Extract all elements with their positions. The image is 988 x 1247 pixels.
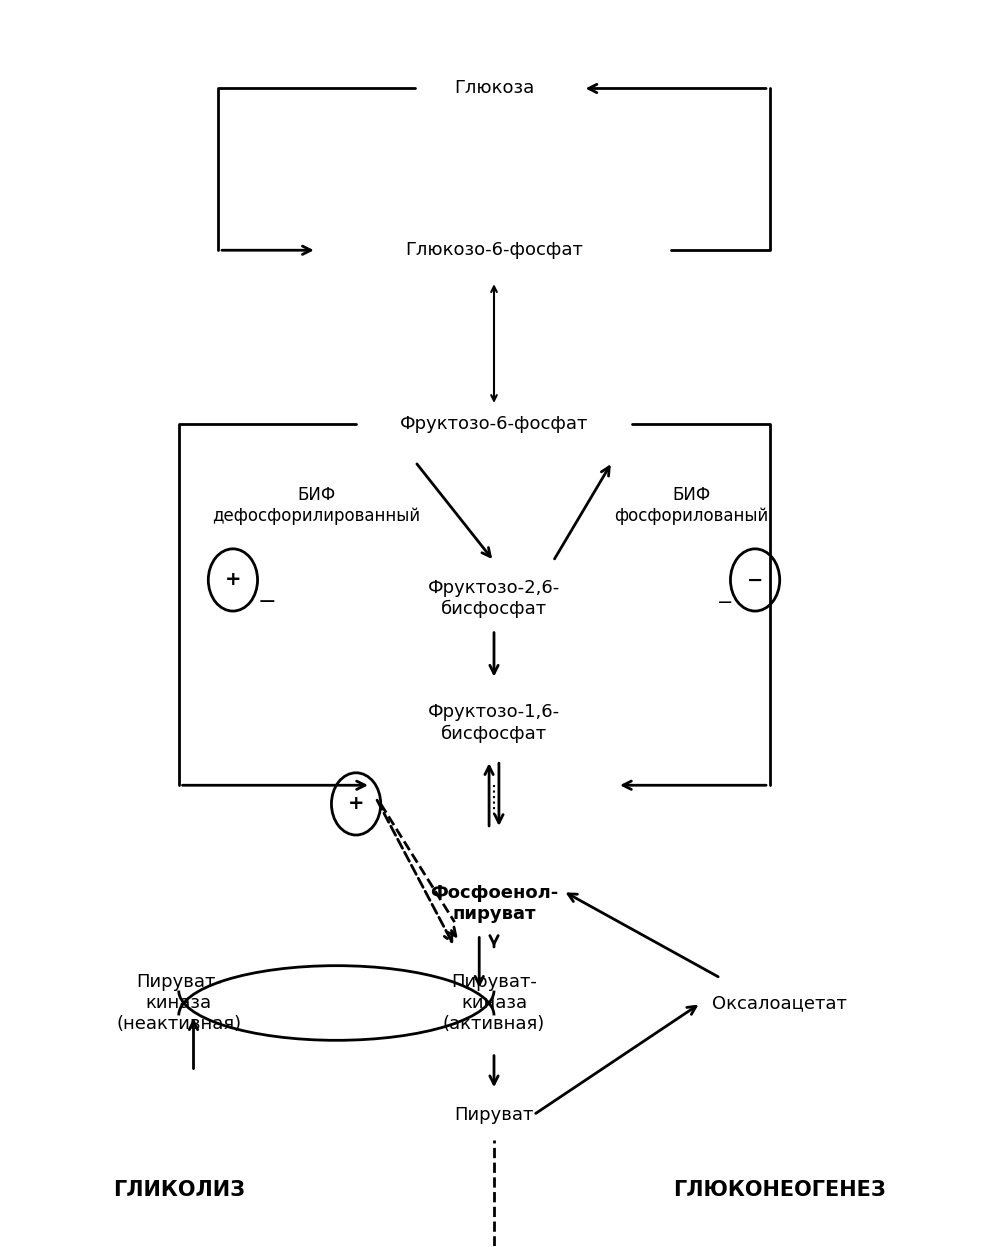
Text: БИФ
фосфорилованый: БИФ фосфорилованый	[614, 486, 768, 525]
Text: −: −	[717, 592, 734, 612]
Text: Пируват-
киназа
(неактивная): Пируват- киназа (неактивная)	[117, 973, 241, 1033]
Text: +: +	[348, 794, 365, 813]
Text: Оксалоацетат: Оксалоацетат	[712, 994, 847, 1013]
Text: ГЛИКОЛИЗ: ГЛИКОЛИЗ	[113, 1180, 245, 1200]
Text: Фруктозо-6-фосфат: Фруктозо-6-фосфат	[400, 415, 588, 434]
Text: −: −	[747, 570, 764, 590]
Text: Пируват-
киназа
(активная): Пируват- киназа (активная)	[443, 973, 545, 1033]
Text: −: −	[258, 592, 277, 612]
Text: Фруктозо-2,6-
бисфосфат: Фруктозо-2,6- бисфосфат	[428, 579, 560, 619]
Text: Фосфоенол-
пируват: Фосфоенол- пируват	[430, 884, 558, 923]
Text: ГЛЮКОНЕОГЕНЕЗ: ГЛЮКОНЕОГЕНЕЗ	[674, 1180, 886, 1200]
Text: Глюкозо-6-фосфат: Глюкозо-6-фосфат	[405, 241, 583, 259]
Text: +: +	[224, 570, 241, 590]
Text: Фруктозо-1,6-
бисфосфат: Фруктозо-1,6- бисфосфат	[428, 703, 560, 742]
Text: Глюкоза: Глюкоза	[453, 80, 535, 97]
Text: Пируват: Пируват	[454, 1106, 534, 1124]
Text: БИФ
дефосфорилированный: БИФ дефосфорилированный	[212, 486, 421, 525]
